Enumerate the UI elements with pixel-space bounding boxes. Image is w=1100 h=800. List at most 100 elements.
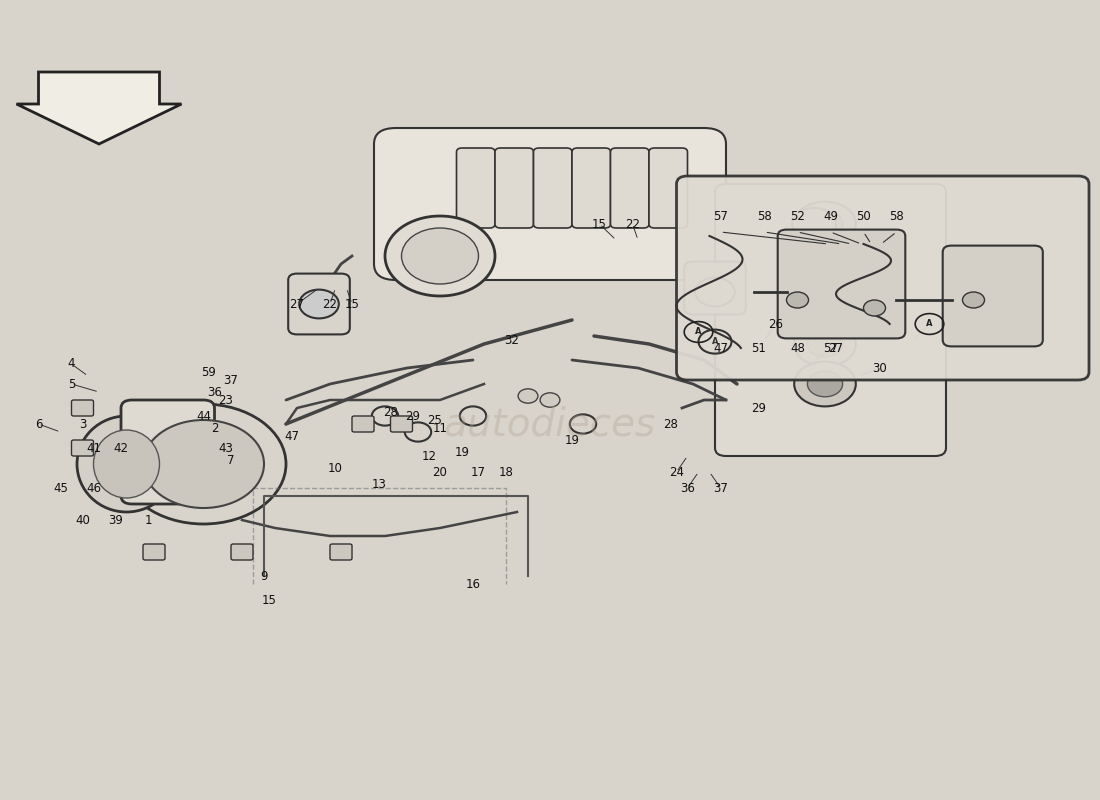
Text: 20: 20	[432, 466, 448, 478]
Text: 52: 52	[790, 210, 805, 222]
Text: autodieces: autodieces	[444, 405, 656, 443]
Text: 3: 3	[79, 418, 86, 430]
Text: 36: 36	[207, 386, 222, 398]
Text: 40: 40	[75, 514, 90, 526]
FancyBboxPatch shape	[649, 148, 688, 228]
Circle shape	[807, 371, 843, 397]
FancyBboxPatch shape	[231, 544, 253, 560]
Text: 47: 47	[713, 342, 728, 354]
FancyBboxPatch shape	[330, 544, 352, 560]
Text: 48: 48	[790, 342, 805, 354]
FancyBboxPatch shape	[778, 230, 905, 338]
Circle shape	[121, 404, 286, 524]
Text: 57: 57	[713, 210, 728, 222]
Circle shape	[518, 389, 538, 403]
Ellipse shape	[94, 430, 160, 498]
Text: 12: 12	[421, 450, 437, 462]
Circle shape	[786, 292, 808, 308]
Text: 43: 43	[218, 442, 233, 454]
Text: 26: 26	[768, 318, 783, 330]
Circle shape	[807, 331, 843, 357]
Circle shape	[807, 211, 843, 237]
Text: A: A	[695, 327, 702, 337]
Text: 28: 28	[663, 418, 679, 430]
Circle shape	[794, 202, 856, 246]
Circle shape	[143, 420, 264, 508]
Text: 9: 9	[261, 570, 267, 582]
Circle shape	[299, 290, 339, 318]
FancyBboxPatch shape	[684, 262, 746, 314]
Text: 49: 49	[823, 210, 838, 222]
Text: 58: 58	[757, 210, 772, 222]
FancyBboxPatch shape	[610, 148, 649, 228]
Text: 44: 44	[196, 410, 211, 422]
Circle shape	[794, 322, 856, 366]
Circle shape	[962, 292, 984, 308]
Text: 22: 22	[625, 218, 640, 230]
FancyBboxPatch shape	[534, 148, 572, 228]
Text: 51: 51	[751, 342, 767, 354]
Text: A: A	[712, 337, 718, 346]
FancyBboxPatch shape	[352, 416, 374, 432]
Text: 36: 36	[680, 482, 695, 494]
Text: 29: 29	[751, 402, 767, 414]
FancyBboxPatch shape	[715, 184, 946, 456]
Text: 37: 37	[223, 374, 239, 386]
FancyBboxPatch shape	[374, 128, 726, 280]
Text: 23: 23	[218, 394, 233, 406]
Ellipse shape	[77, 416, 176, 512]
FancyBboxPatch shape	[72, 400, 94, 416]
Text: A: A	[926, 319, 933, 329]
Text: 16: 16	[465, 578, 481, 590]
Text: 27: 27	[289, 298, 305, 310]
Text: 18: 18	[498, 466, 514, 478]
Circle shape	[794, 282, 856, 326]
Text: 10: 10	[328, 462, 343, 474]
Circle shape	[402, 228, 478, 284]
Text: 30: 30	[872, 362, 888, 374]
FancyBboxPatch shape	[676, 176, 1089, 380]
Text: 39: 39	[108, 514, 123, 526]
Circle shape	[807, 251, 843, 277]
FancyBboxPatch shape	[495, 148, 534, 228]
Text: 37: 37	[713, 482, 728, 494]
Text: 42: 42	[113, 442, 129, 454]
Text: 25: 25	[427, 414, 442, 426]
Text: 46: 46	[86, 482, 101, 494]
Text: 45: 45	[53, 482, 68, 494]
FancyBboxPatch shape	[572, 148, 610, 228]
Text: 11: 11	[432, 422, 448, 434]
Text: 57: 57	[823, 342, 838, 354]
FancyBboxPatch shape	[288, 274, 350, 334]
Circle shape	[794, 362, 856, 406]
Text: 17: 17	[471, 466, 486, 478]
Text: 27: 27	[828, 342, 844, 354]
Text: 7: 7	[228, 454, 234, 466]
FancyBboxPatch shape	[121, 400, 214, 504]
Text: 13: 13	[372, 478, 387, 490]
Circle shape	[385, 216, 495, 296]
Text: 32: 32	[504, 334, 519, 346]
Circle shape	[807, 291, 843, 317]
Text: 19: 19	[454, 446, 470, 458]
FancyBboxPatch shape	[72, 440, 94, 456]
Text: 2: 2	[211, 422, 218, 434]
Circle shape	[540, 393, 560, 407]
Text: 41: 41	[86, 442, 101, 454]
Polygon shape	[16, 72, 182, 144]
Text: 1: 1	[145, 514, 152, 526]
Text: 15: 15	[344, 298, 360, 310]
Circle shape	[794, 242, 856, 286]
Circle shape	[695, 278, 735, 306]
FancyBboxPatch shape	[143, 544, 165, 560]
Text: 29: 29	[405, 410, 420, 422]
Text: 6: 6	[35, 418, 42, 430]
Circle shape	[792, 208, 836, 240]
Text: 50: 50	[856, 210, 871, 222]
FancyBboxPatch shape	[456, 148, 495, 228]
Text: 28: 28	[383, 406, 398, 418]
Circle shape	[864, 300, 886, 316]
Text: 24: 24	[669, 466, 684, 478]
Text: 58: 58	[889, 210, 904, 222]
Text: 22: 22	[322, 298, 338, 310]
